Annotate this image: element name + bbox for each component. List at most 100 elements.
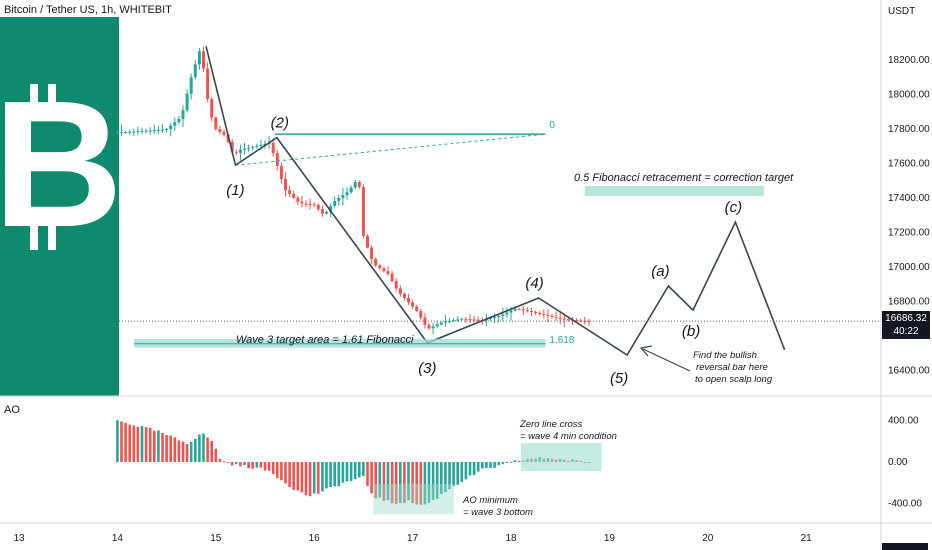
ao-bar bbox=[157, 430, 160, 462]
candle bbox=[558, 317, 562, 319]
candle bbox=[222, 131, 226, 135]
candle bbox=[202, 51, 205, 69]
wave-label: (2) bbox=[271, 115, 289, 132]
ao-bar bbox=[116, 420, 119, 462]
ao-bar bbox=[128, 424, 131, 462]
candle bbox=[575, 320, 579, 322]
ao-bar bbox=[366, 462, 369, 486]
candle bbox=[197, 51, 201, 65]
ao-bar bbox=[181, 441, 185, 462]
ao-bar bbox=[288, 462, 291, 488]
ao-bar bbox=[202, 433, 205, 462]
candle bbox=[460, 318, 464, 320]
ao-bar bbox=[452, 462, 455, 487]
fib-level-label: 0 bbox=[549, 120, 555, 131]
candle bbox=[538, 313, 542, 314]
ao-bar bbox=[263, 462, 267, 471]
bitcoin-icon: B bbox=[0, 64, 123, 265]
ao-bar bbox=[382, 462, 386, 502]
price-unit-label: USDT bbox=[888, 6, 916, 17]
candle bbox=[263, 143, 267, 145]
svg-text:B: B bbox=[0, 64, 123, 265]
price-tick-label: 16800.00 bbox=[888, 297, 930, 308]
candle bbox=[411, 302, 415, 307]
ao-bar bbox=[440, 462, 443, 495]
candle bbox=[443, 321, 447, 323]
ao-bar bbox=[153, 430, 156, 462]
ao-bar bbox=[271, 462, 275, 475]
ao-bar bbox=[304, 462, 308, 496]
candle bbox=[316, 204, 320, 210]
candle bbox=[550, 315, 554, 317]
candle bbox=[456, 319, 460, 321]
candle bbox=[144, 130, 148, 132]
candle bbox=[419, 310, 423, 318]
candle bbox=[238, 149, 242, 153]
candle bbox=[374, 258, 378, 266]
arrow-head-icon bbox=[639, 345, 653, 357]
ao-bar bbox=[296, 462, 300, 491]
candle bbox=[185, 93, 189, 111]
candle bbox=[505, 312, 509, 315]
candle bbox=[382, 268, 386, 272]
reversal-pointer-line bbox=[642, 348, 691, 372]
ao-bar bbox=[403, 462, 406, 504]
candle bbox=[579, 320, 583, 322]
ao-bar bbox=[136, 426, 140, 462]
ao-bar bbox=[509, 461, 513, 463]
candle bbox=[394, 281, 398, 289]
ao-bar bbox=[431, 462, 435, 501]
ao-bar bbox=[353, 462, 357, 480]
candle bbox=[177, 118, 181, 123]
price-tick-label: 18000.00 bbox=[888, 90, 930, 101]
ao-bar bbox=[206, 437, 209, 462]
x-tick-label: 16 bbox=[309, 533, 321, 544]
candle bbox=[288, 190, 292, 194]
candle bbox=[181, 110, 185, 119]
ao-bar bbox=[189, 441, 193, 462]
ao-bar bbox=[214, 448, 218, 462]
x-tick-label: 21 bbox=[801, 533, 813, 544]
reversal-annotation-line: Find the bullish bbox=[693, 350, 757, 361]
ao-bar bbox=[243, 462, 246, 466]
ao-bar bbox=[276, 462, 279, 479]
candle bbox=[353, 181, 357, 188]
candle bbox=[308, 203, 312, 205]
ao-bar bbox=[300, 462, 304, 493]
ao-bar bbox=[177, 440, 181, 462]
candle bbox=[325, 211, 328, 214]
ao-value-tag bbox=[882, 543, 928, 550]
ao-bar bbox=[185, 444, 189, 462]
candle bbox=[476, 319, 480, 321]
candle bbox=[128, 131, 132, 133]
zero-cross-zone bbox=[520, 443, 602, 471]
ao-bar bbox=[370, 462, 373, 494]
candle bbox=[566, 319, 570, 321]
candle bbox=[337, 198, 341, 201]
chart-title: Bitcoin / Tether US, 1h, WHITEBIT bbox=[4, 4, 172, 16]
ao-bar bbox=[321, 462, 324, 492]
candle bbox=[255, 145, 259, 147]
candle bbox=[468, 319, 472, 321]
ao-bar bbox=[317, 462, 320, 494]
candle bbox=[152, 130, 156, 132]
candle bbox=[193, 64, 197, 78]
candle bbox=[423, 317, 427, 325]
candle bbox=[132, 131, 136, 133]
ao-bar bbox=[230, 462, 234, 466]
candle bbox=[517, 308, 521, 310]
ao-bar bbox=[169, 435, 172, 462]
ao-bar bbox=[255, 462, 259, 468]
candle bbox=[251, 146, 255, 148]
ao-bar bbox=[251, 462, 254, 469]
correction-target-zone bbox=[584, 185, 764, 196]
fib-trend-line bbox=[235, 133, 546, 166]
ao-bar bbox=[341, 462, 345, 483]
ao-minimum-annotation-line: AO minimum bbox=[462, 495, 518, 506]
candle bbox=[136, 131, 140, 133]
candle bbox=[525, 310, 529, 312]
candle bbox=[115, 132, 119, 134]
candle bbox=[407, 298, 410, 303]
candle bbox=[345, 192, 349, 196]
